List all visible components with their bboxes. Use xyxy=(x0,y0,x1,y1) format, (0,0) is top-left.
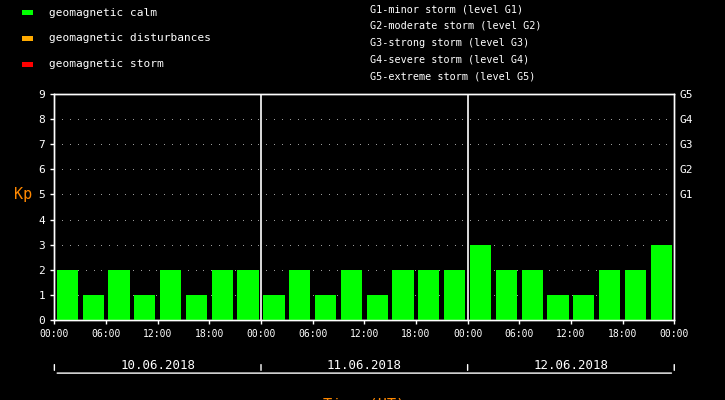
Y-axis label: Kp: Kp xyxy=(14,188,33,202)
Bar xyxy=(57,270,78,320)
FancyBboxPatch shape xyxy=(22,62,33,66)
Text: G4-severe storm (level G4): G4-severe storm (level G4) xyxy=(370,54,529,64)
Text: 11.06.2018: 11.06.2018 xyxy=(327,359,402,372)
Bar xyxy=(315,295,336,320)
Bar xyxy=(521,270,543,320)
Bar xyxy=(238,270,259,320)
FancyBboxPatch shape xyxy=(22,10,33,15)
Bar xyxy=(263,295,284,320)
Bar xyxy=(212,270,233,320)
Bar xyxy=(573,295,594,320)
Bar xyxy=(625,270,646,320)
Text: geomagnetic calm: geomagnetic calm xyxy=(49,8,157,18)
Text: Time (UT): Time (UT) xyxy=(323,398,405,400)
Text: G5-extreme storm (level G5): G5-extreme storm (level G5) xyxy=(370,71,535,81)
Bar xyxy=(651,245,672,320)
Bar xyxy=(134,295,155,320)
Bar xyxy=(444,270,465,320)
Bar xyxy=(160,270,181,320)
Bar xyxy=(547,295,568,320)
Bar xyxy=(289,270,310,320)
Bar xyxy=(367,295,388,320)
FancyBboxPatch shape xyxy=(22,36,33,41)
Text: G1-minor storm (level G1): G1-minor storm (level G1) xyxy=(370,4,523,14)
Bar xyxy=(392,270,414,320)
Text: 10.06.2018: 10.06.2018 xyxy=(120,359,195,372)
Text: geomagnetic storm: geomagnetic storm xyxy=(49,59,164,69)
Bar xyxy=(108,270,130,320)
Bar xyxy=(418,270,439,320)
Bar xyxy=(599,270,621,320)
Bar xyxy=(496,270,517,320)
Text: 12.06.2018: 12.06.2018 xyxy=(534,359,608,372)
Text: G3-strong storm (level G3): G3-strong storm (level G3) xyxy=(370,38,529,48)
Bar xyxy=(470,245,491,320)
Text: G2-moderate storm (level G2): G2-moderate storm (level G2) xyxy=(370,21,542,31)
Bar xyxy=(186,295,207,320)
Bar xyxy=(341,270,362,320)
Text: geomagnetic disturbances: geomagnetic disturbances xyxy=(49,33,211,43)
Bar xyxy=(83,295,104,320)
